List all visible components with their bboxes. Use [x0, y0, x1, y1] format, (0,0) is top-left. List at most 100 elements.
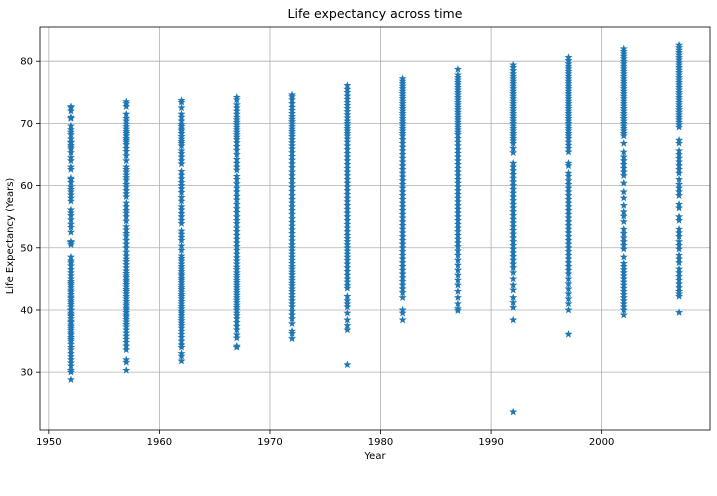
- data-point: [564, 269, 573, 278]
- data-point: [177, 343, 186, 351]
- data-point: [66, 106, 75, 115]
- data-point: [675, 292, 684, 300]
- data-point: [288, 334, 297, 342]
- data-point: [288, 210, 297, 218]
- data-point: [619, 224, 628, 233]
- data-point: [453, 251, 462, 259]
- data-point: [453, 299, 462, 308]
- data-point: [453, 260, 462, 269]
- data-point: [122, 212, 131, 221]
- data-point: [453, 275, 462, 284]
- data-point: [619, 201, 628, 209]
- data-point: [232, 343, 241, 351]
- data-point: [288, 186, 297, 195]
- data-point: [509, 148, 518, 157]
- data-point: [453, 256, 462, 264]
- data-point: [122, 345, 131, 354]
- data-point: [453, 65, 462, 73]
- data-point: [122, 175, 131, 184]
- data-point: [509, 139, 518, 147]
- data-point: [343, 315, 352, 324]
- data-point: [453, 265, 462, 274]
- x-tick-label: 2000: [589, 437, 614, 448]
- data-point: [66, 223, 75, 231]
- data-point: [509, 263, 518, 272]
- data-point: [564, 330, 573, 338]
- data-point: [453, 287, 462, 295]
- data-point: [675, 191, 684, 199]
- data-point: [343, 360, 352, 369]
- data-point: [177, 98, 186, 106]
- x-tick-label: 1990: [478, 437, 503, 448]
- data-point: [509, 280, 518, 289]
- data-point: [66, 361, 75, 370]
- data-point: [564, 161, 573, 170]
- data-point: [232, 145, 241, 154]
- data-point: [564, 172, 573, 180]
- data-point: [343, 321, 352, 329]
- axis-ticks: 1950 1960 1970 1980 1990 2000 30 40 50 60 70 80: [20, 57, 614, 448]
- y-tick-label: 40: [20, 305, 33, 316]
- data-point: [509, 298, 518, 306]
- data-point: [288, 329, 297, 337]
- data-point: [619, 252, 628, 261]
- data-point: [675, 244, 684, 253]
- data-point: [343, 302, 352, 311]
- data-point: [564, 294, 573, 303]
- chart-title: Life expectancy across time: [288, 6, 463, 21]
- data-point: [619, 139, 628, 147]
- data-point: [232, 175, 241, 183]
- data-point: [122, 109, 131, 118]
- data-point: [564, 305, 573, 314]
- data-point: [66, 367, 75, 376]
- data-point: [177, 351, 186, 360]
- data-point: [509, 285, 518, 294]
- data-point: [66, 228, 75, 236]
- data-point: [66, 375, 75, 384]
- data-point: [564, 299, 573, 308]
- data-point: [509, 407, 518, 416]
- plot-frame: [39, 26, 711, 431]
- data-point: [122, 358, 131, 366]
- data-point: [66, 130, 75, 138]
- data-point: [66, 240, 75, 249]
- y-tick-label: 60: [20, 181, 33, 192]
- data-point: [675, 168, 684, 177]
- data-point: [343, 308, 352, 317]
- data-point: [453, 306, 462, 314]
- data-point: [619, 178, 628, 187]
- data-point: [619, 131, 628, 140]
- data-point: [177, 188, 186, 196]
- data-point: [509, 303, 518, 311]
- data-point: [675, 139, 684, 147]
- data-point: [232, 195, 241, 204]
- data-point: [122, 216, 131, 225]
- grid-lines: [40, 27, 710, 430]
- data-point: [675, 122, 684, 131]
- data-point: [509, 274, 518, 283]
- data-point: [66, 165, 75, 173]
- y-tick-label: 70: [20, 119, 33, 130]
- data-point: [564, 284, 573, 293]
- data-point: [619, 193, 628, 202]
- data-point: [232, 165, 241, 174]
- data-point: [564, 147, 573, 156]
- data-point: [453, 242, 462, 250]
- x-tick-label: 1960: [147, 437, 172, 448]
- data-point: [675, 216, 684, 224]
- data-point: [122, 366, 131, 374]
- x-axis-label: Year: [363, 451, 386, 462]
- data-point: [232, 187, 241, 196]
- data-point: [66, 196, 75, 205]
- data-point: [398, 288, 407, 296]
- data-point: [398, 308, 407, 317]
- data-point: [177, 246, 186, 254]
- data-point: [675, 232, 684, 240]
- data-point: [453, 280, 462, 289]
- data-point: [122, 243, 131, 252]
- data-point: [509, 293, 518, 301]
- data-point: [66, 156, 75, 165]
- y-tick-label: 30: [20, 368, 33, 379]
- data-point: [232, 150, 241, 158]
